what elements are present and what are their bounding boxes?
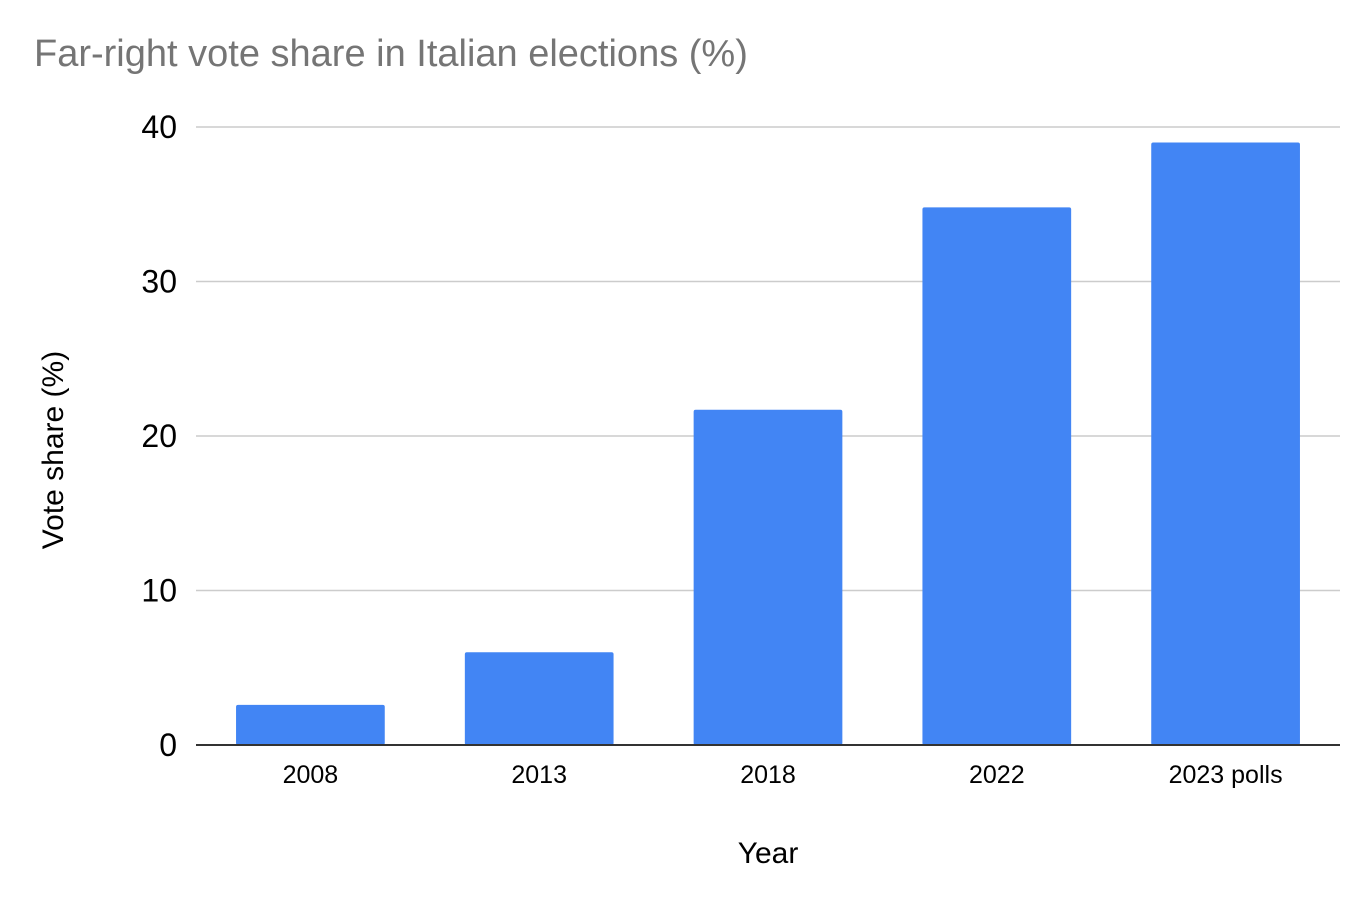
y-tick-label: 0	[159, 727, 177, 763]
chart-title: Far-right vote share in Italian election…	[34, 33, 748, 75]
bar-2008	[236, 704, 385, 745]
y-tick-label: 10	[141, 573, 177, 609]
x-tick-label: 2022	[969, 761, 1025, 789]
bars	[196, 142, 1340, 746]
bar-2023-polls	[1151, 142, 1300, 745]
bar-2013	[464, 652, 614, 745]
bar-2022	[922, 207, 1072, 746]
y-tick-label: 40	[141, 109, 177, 145]
y-axis-ticks: 0 10 20 30 40	[141, 109, 177, 763]
x-axis-ticks: 2008 2013 2018 2022 2023 polls	[283, 761, 1283, 789]
x-tick-label: 2008	[283, 761, 339, 789]
y-tick-label: 30	[141, 264, 177, 300]
x-tick-label: 2023 polls	[1169, 761, 1283, 789]
x-tick-label: 2018	[740, 761, 796, 789]
x-axis-label: Year	[738, 837, 799, 870]
y-axis-label: Vote share (%)	[37, 351, 70, 549]
bar-2018	[693, 409, 843, 745]
x-tick-label: 2013	[511, 761, 567, 789]
y-tick-label: 20	[141, 418, 177, 454]
